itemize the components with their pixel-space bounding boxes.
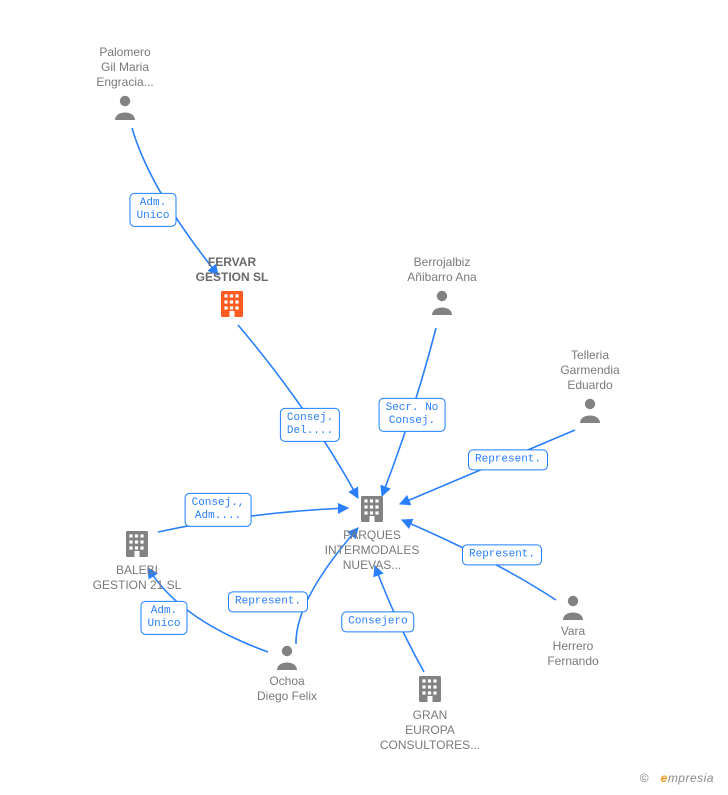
edge-label-palomero-fervar[interactable]: Adm.Unico xyxy=(129,193,176,227)
edge-label-telleria-parques[interactable]: Represent. xyxy=(468,449,548,470)
edge-label-ochoa-balebi[interactable]: Adm.Unico xyxy=(140,601,187,635)
node-label: GRANEUROPACONSULTORES... xyxy=(370,708,490,753)
node-label: PalomeroGil MariaEngracia... xyxy=(65,45,185,90)
node-label: BALEBIGESTION 21 SL xyxy=(77,563,197,593)
node-fervar[interactable]: FERVARGESTION SL xyxy=(172,255,292,323)
network-diagram: { "canvas": { "width": 728, "height": 79… xyxy=(0,0,728,795)
building-icon xyxy=(416,674,444,704)
node-label: TelleriaGarmendiaEduardo xyxy=(530,348,650,393)
edge-label-balebi-parques[interactable]: Consej.,Adm.... xyxy=(185,493,252,527)
edge-label-graneuropa-parques[interactable]: Consejero xyxy=(341,611,414,632)
edge-label-fervar-parques[interactable]: Consej.Del.... xyxy=(280,408,340,442)
brand-rest: mpresia xyxy=(668,771,714,785)
building-icon xyxy=(123,529,151,559)
node-label: VaraHerreroFernando xyxy=(513,624,633,669)
person-icon xyxy=(113,94,137,120)
edge-label-ochoa-parques[interactable]: Represent. xyxy=(228,591,308,612)
node-label: BerrojalbizAñibarro Ana xyxy=(382,255,502,285)
building-icon xyxy=(218,289,246,319)
node-parques[interactable]: PARQUESINTERMODALESNUEVAS... xyxy=(312,490,432,573)
node-berrojalbiz[interactable]: BerrojalbizAñibarro Ana xyxy=(382,255,502,319)
copyright-symbol: © xyxy=(640,771,649,785)
node-label: OchoaDiego Felix xyxy=(227,674,347,704)
person-icon xyxy=(430,289,454,315)
person-icon xyxy=(578,397,602,423)
footer-brand: © empresia xyxy=(640,771,714,785)
node-vara[interactable]: VaraHerreroFernando xyxy=(513,590,633,669)
node-telleria[interactable]: TelleriaGarmendiaEduardo xyxy=(530,348,650,427)
edge-label-berrojalbiz-parques[interactable]: Secr. NoConsej. xyxy=(379,398,446,432)
person-icon xyxy=(275,644,299,670)
node-label: PARQUESINTERMODALESNUEVAS... xyxy=(312,528,432,573)
brand-initial: e xyxy=(661,771,668,785)
building-icon xyxy=(358,494,386,524)
person-icon xyxy=(561,594,585,620)
node-label: FERVARGESTION SL xyxy=(172,255,292,285)
edge-label-vara-parques[interactable]: Represent. xyxy=(462,544,542,565)
node-balebi[interactable]: BALEBIGESTION 21 SL xyxy=(77,525,197,593)
node-ochoa[interactable]: OchoaDiego Felix xyxy=(227,640,347,704)
node-palomero[interactable]: PalomeroGil MariaEngracia... xyxy=(65,45,185,124)
node-graneuropa[interactable]: GRANEUROPACONSULTORES... xyxy=(370,670,490,753)
